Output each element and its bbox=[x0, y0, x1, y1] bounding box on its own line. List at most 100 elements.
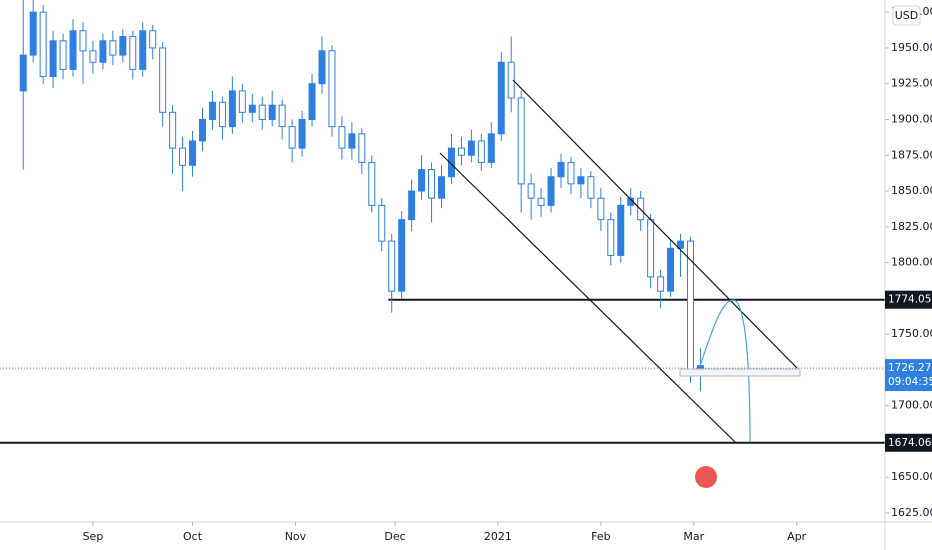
level-label-box bbox=[885, 433, 932, 452]
candle-body bbox=[59, 40, 67, 70]
currency: USD bbox=[895, 9, 919, 22]
candle-body bbox=[238, 90, 246, 113]
candle-body bbox=[338, 126, 346, 149]
candle-body bbox=[328, 50, 336, 128]
x-tick-label: Nov bbox=[285, 530, 307, 543]
y-tick-label: 1950.000 bbox=[891, 41, 932, 54]
y-tick-label: 1800.000 bbox=[891, 256, 932, 269]
candle-body bbox=[208, 101, 216, 120]
trend-line bbox=[512, 79, 798, 369]
candle-body bbox=[657, 276, 665, 292]
level-label: 1774.057 bbox=[888, 294, 932, 306]
candle-body bbox=[517, 97, 525, 185]
candle-body bbox=[119, 35, 127, 56]
price-labels: 1774.057 1674.062 1726.271 09:04:35 bbox=[885, 290, 932, 452]
candle-body bbox=[487, 133, 495, 163]
candle-body bbox=[428, 169, 436, 199]
candle-body bbox=[398, 219, 406, 292]
candle-body bbox=[19, 54, 27, 92]
y-tick-label: 1700.000 bbox=[891, 399, 932, 412]
candle-body bbox=[667, 247, 675, 292]
trend-line bbox=[439, 152, 736, 443]
projection-curve bbox=[699, 299, 751, 443]
candle-body bbox=[198, 118, 206, 142]
candle-body bbox=[378, 204, 386, 242]
candle-body bbox=[567, 161, 575, 185]
x-tick-label: Feb bbox=[591, 530, 610, 543]
y-tick-label: 1850.000 bbox=[891, 184, 932, 197]
y-tick-label: 1650.000 bbox=[891, 470, 932, 483]
candle-body bbox=[129, 35, 137, 70]
countdown-label: 09:04:35 bbox=[888, 376, 932, 388]
candle-body bbox=[617, 204, 625, 256]
candle-body bbox=[467, 140, 475, 156]
candle-body bbox=[258, 104, 266, 120]
candle-body bbox=[348, 133, 356, 149]
x-axis: Sep Oct Nov Dec 2021 Feb Mar Apr bbox=[83, 522, 807, 543]
candle-body bbox=[507, 61, 515, 99]
candle-body bbox=[587, 176, 595, 199]
candle-body bbox=[109, 40, 117, 56]
y-tick-label: 1925.000 bbox=[891, 77, 932, 90]
candle-body bbox=[677, 240, 685, 249]
candles bbox=[19, 0, 704, 392]
candle-body bbox=[537, 197, 545, 206]
candle-body bbox=[447, 147, 455, 178]
candle-body bbox=[69, 30, 77, 70]
x-tick-label: Apr bbox=[787, 530, 807, 543]
candle-body bbox=[408, 190, 416, 221]
candle-body bbox=[318, 50, 326, 85]
candle-body bbox=[607, 219, 615, 256]
candle-body bbox=[189, 140, 197, 166]
candle-body bbox=[597, 197, 605, 221]
y-tick-label: 1900.000 bbox=[891, 112, 932, 125]
zone-box bbox=[679, 368, 801, 377]
y-tick-label: 1750.000 bbox=[891, 327, 932, 340]
candle-body bbox=[89, 50, 97, 63]
y-tick-label: 1825.000 bbox=[891, 220, 932, 233]
logo bbox=[695, 466, 717, 488]
candle-body bbox=[29, 11, 37, 56]
candle-body bbox=[248, 104, 256, 113]
candle-body bbox=[228, 90, 236, 128]
candle-body bbox=[308, 83, 316, 120]
candle-body bbox=[298, 118, 306, 149]
logo-icon bbox=[695, 466, 717, 488]
current-price-box bbox=[885, 359, 932, 392]
levels bbox=[0, 298, 885, 444]
candle-body bbox=[49, 40, 57, 78]
candle-body bbox=[577, 176, 585, 185]
candle-body bbox=[268, 104, 276, 120]
candle-body bbox=[368, 161, 376, 206]
candle-body bbox=[39, 11, 47, 78]
candle-body bbox=[99, 40, 107, 63]
y-tick-label: 1625.000 bbox=[891, 506, 932, 519]
candle-body bbox=[477, 140, 485, 163]
y-tick-label: 1875.000 bbox=[891, 148, 932, 161]
candle-body bbox=[159, 47, 167, 113]
candle-body bbox=[179, 147, 187, 166]
candle-body bbox=[547, 176, 555, 206]
candle-body bbox=[457, 147, 465, 156]
candle-body bbox=[288, 126, 296, 149]
x-tick-label: Oct bbox=[183, 530, 203, 543]
level-label: 1674.062 bbox=[888, 437, 932, 449]
drawings bbox=[439, 79, 801, 443]
candle-body bbox=[647, 219, 655, 278]
x-tick-label: 2021 bbox=[484, 530, 512, 543]
candle-body bbox=[358, 133, 366, 163]
candle-body bbox=[149, 30, 157, 49]
x-tick-label: Dec bbox=[384, 530, 405, 543]
current-price-label: 1726.271 bbox=[888, 362, 932, 374]
candle-body bbox=[557, 161, 565, 178]
candle-body bbox=[388, 240, 396, 292]
candle-body bbox=[169, 111, 177, 149]
currency-box bbox=[892, 5, 921, 26]
candle-body bbox=[218, 101, 226, 128]
x-tick-label: Mar bbox=[683, 530, 704, 543]
level-label-box bbox=[885, 290, 932, 309]
candle-body bbox=[418, 169, 426, 192]
candle-body bbox=[79, 30, 87, 52]
